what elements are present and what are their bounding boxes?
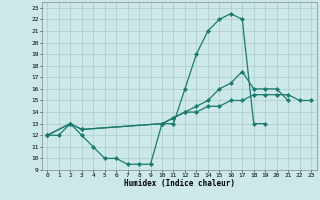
X-axis label: Humidex (Indice chaleur): Humidex (Indice chaleur) xyxy=(124,179,235,188)
